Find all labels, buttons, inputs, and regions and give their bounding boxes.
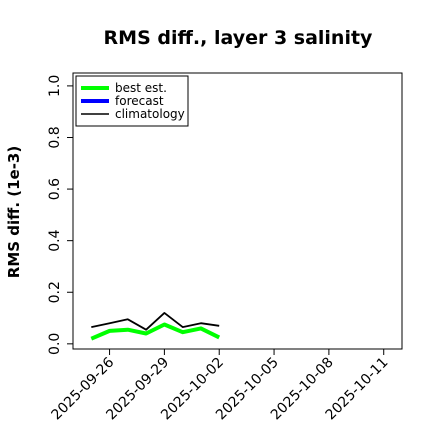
- legend-label-climatology: climatology: [115, 107, 185, 121]
- y-tick-label: 0.0: [47, 333, 63, 355]
- series-line-climatology: [91, 311, 220, 331]
- y-tick-label: 0.4: [47, 229, 63, 251]
- chart-title: RMS diff., layer 3 salinity: [104, 27, 374, 49]
- y-tick-label: 0.6: [47, 178, 63, 200]
- y-tick-label: 0.2: [47, 281, 63, 303]
- legend: best est. forecast climatology: [75, 75, 189, 127]
- legend-label-forecast: forecast: [115, 94, 164, 108]
- x-axis: 2025-09-262025-09-292025-10-022025-10-05…: [49, 349, 392, 423]
- y-axis: 0.0 0.2 0.4 0.6 0.8 1.0: [47, 75, 73, 355]
- series-layer: [90, 311, 221, 341]
- legend-label-best-est: best est.: [115, 81, 167, 95]
- plot-frame: [72, 72, 403, 350]
- y-tick-label: 1.0: [47, 75, 63, 97]
- y-axis-label: RMS diff. (1e-3): [5, 146, 23, 278]
- series-line-best-est: [90, 322, 221, 341]
- y-tick-label: 0.8: [47, 126, 63, 148]
